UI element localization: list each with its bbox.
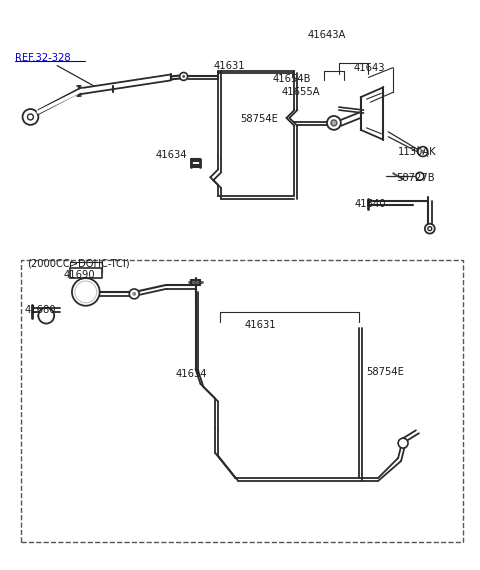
Text: (2000CC>DOHC-TCI): (2000CC>DOHC-TCI) [27, 258, 130, 268]
Circle shape [421, 149, 425, 153]
Text: 41643A: 41643A [307, 30, 346, 40]
Circle shape [132, 292, 136, 296]
Circle shape [38, 308, 54, 324]
Circle shape [27, 114, 34, 120]
Text: 41654B: 41654B [273, 75, 311, 84]
Text: 41680: 41680 [24, 305, 56, 315]
Polygon shape [70, 268, 102, 278]
Text: 41640: 41640 [355, 199, 386, 209]
Circle shape [428, 227, 432, 231]
Bar [21, 260, 463, 542]
Circle shape [180, 72, 188, 80]
Text: 41631: 41631 [245, 320, 276, 329]
Text: 41690: 41690 [64, 270, 96, 280]
Circle shape [72, 278, 100, 306]
Text: REF.32-328: REF.32-328 [14, 52, 70, 63]
Circle shape [416, 172, 424, 180]
Polygon shape [360, 87, 384, 140]
Text: 41655A: 41655A [281, 87, 320, 97]
Text: 41631: 41631 [213, 60, 245, 71]
Text: 58754E: 58754E [240, 114, 278, 124]
Circle shape [327, 116, 341, 130]
Circle shape [331, 120, 337, 126]
Text: 1130AK: 1130AK [398, 146, 437, 157]
Text: 58727B: 58727B [396, 173, 435, 184]
Circle shape [418, 146, 428, 157]
Circle shape [129, 289, 139, 299]
Text: 41643: 41643 [354, 63, 385, 72]
Circle shape [425, 223, 435, 234]
Circle shape [23, 109, 38, 125]
Circle shape [182, 75, 185, 78]
Text: 41634: 41634 [176, 369, 207, 379]
Circle shape [398, 438, 408, 448]
Circle shape [75, 281, 96, 303]
Polygon shape [80, 75, 171, 94]
Text: 41634: 41634 [156, 149, 188, 160]
Text: 58754E: 58754E [367, 367, 404, 377]
